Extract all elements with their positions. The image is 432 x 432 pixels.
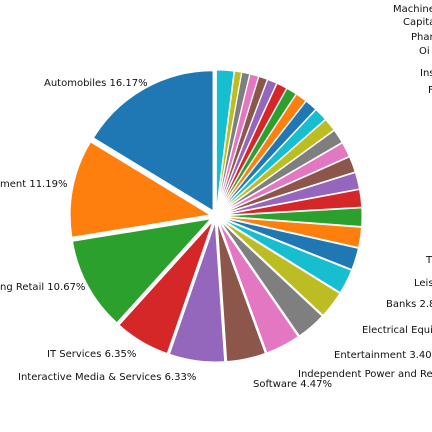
slice-label-insurance: Ins xyxy=(420,68,432,79)
slice-label-banks: Banks 2.8 xyxy=(386,299,432,310)
slice-label-it-services: IT Services 6.35% xyxy=(47,349,136,360)
slice-label-interactive-media: Interactive Media & Services 6.33% xyxy=(18,372,196,383)
slice-label-capital: Capita xyxy=(403,17,432,28)
slice-label-machinery: Machine xyxy=(393,4,432,15)
slice-label-independent-power: Independent Power and Re xyxy=(298,369,432,380)
slice-label-equipment: ment 11.19% xyxy=(0,179,67,190)
slice-label-electrical-equipment: Electrical Equi xyxy=(362,325,432,336)
pie-slices xyxy=(70,70,362,362)
slice-label-entertainment: Entertainment 3.40 xyxy=(334,350,432,361)
slice-label-t: T xyxy=(425,255,432,266)
slice-label-software: Software 4.47% xyxy=(253,379,332,390)
slice-label-pharma: Phar xyxy=(411,32,432,43)
slice-label-f: F xyxy=(428,85,432,96)
slice-label-automobiles: Automobiles 16.17% xyxy=(44,78,148,89)
slice-label-oil: Oi xyxy=(419,46,430,57)
slice-label-leisure: Leis xyxy=(414,278,432,289)
slice-label-retail: ng Retail 10.67% xyxy=(0,282,85,293)
